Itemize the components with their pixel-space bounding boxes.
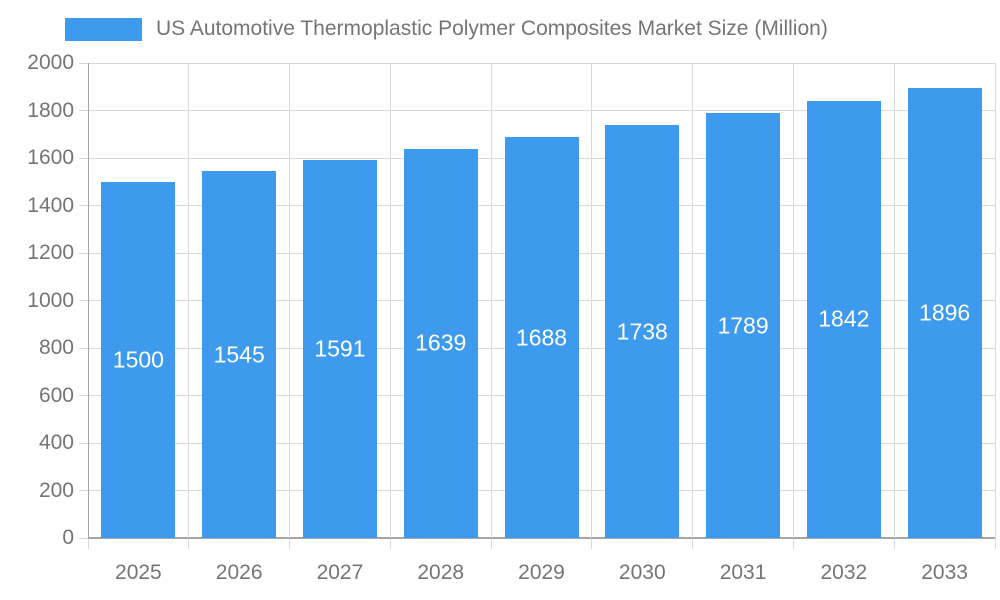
y-axis-label: 1200 (27, 241, 74, 264)
gridline-vertical (289, 63, 291, 538)
x-axis-label: 2028 (417, 561, 465, 584)
x-axis-label: 2026 (215, 561, 263, 584)
bar-value-label: 1896 (919, 299, 971, 326)
bar-2025[interactable]: 1500 (101, 181, 176, 538)
gridline-horizontal (88, 62, 995, 64)
y-axis-label: 1600 (27, 146, 74, 169)
bar-value-label: 1591 (314, 335, 366, 362)
x-axis-tick (994, 538, 996, 549)
bar-2030[interactable]: 1738 (605, 125, 680, 538)
y-axis-label: 800 (38, 336, 74, 359)
y-axis-tick (79, 300, 88, 301)
y-axis-label: 1800 (27, 98, 74, 122)
gridline-vertical (692, 63, 694, 538)
x-axis-tick (289, 538, 291, 549)
bar-2033[interactable]: 1896 (907, 87, 982, 538)
y-axis-tick (79, 157, 88, 159)
y-axis-tick (79, 110, 88, 111)
y-axis-tick (79, 62, 88, 64)
y-axis-label: 200 (38, 478, 74, 502)
gridline-vertical (389, 63, 391, 538)
gridline-vertical (792, 63, 794, 538)
bar-value-label: 1789 (717, 312, 769, 339)
y-axis-tick (79, 205, 88, 206)
x-axis-label: 2032 (820, 561, 868, 584)
y-axis-label: 2000 (27, 51, 74, 74)
bar-2031[interactable]: 1789 (706, 113, 781, 538)
x-axis-tick (893, 538, 895, 549)
plot-area: 0 200 400 600 800 1000 1200 1400 1600 1800 2000 150… (27, 51, 996, 584)
x-axis-line (88, 537, 995, 539)
bar-2026[interactable]: 1545 (202, 171, 277, 538)
x-axis-label: 2030 (618, 561, 666, 584)
x-axis-tick (188, 538, 190, 549)
x-axis-label: 2031 (719, 561, 767, 584)
y-axis-label: 600 (38, 383, 74, 407)
bar-2032[interactable]: 1842 (806, 100, 881, 538)
legend-label: US Automotive Thermoplastic Polymer Comp… (156, 17, 828, 40)
bar-2029[interactable]: 1688 (504, 137, 579, 538)
x-axis-tick (792, 538, 794, 549)
bar-value-label: 1688 (515, 324, 568, 351)
y-axis-tick (79, 442, 88, 444)
y-axis-label: 0 (62, 526, 74, 549)
x-axis-tick (591, 538, 593, 549)
y-axis-tick (79, 395, 88, 396)
gridline-vertical (188, 63, 190, 538)
gridline-vertical (591, 63, 593, 538)
bar-2028[interactable]: 1639 (403, 148, 478, 538)
y-axis-line (87, 63, 89, 538)
bar-2027[interactable]: 1591 (302, 160, 377, 538)
y-axis-label: 1400 (27, 193, 74, 217)
bar-value-label: 1738 (616, 318, 668, 345)
gridline-vertical (994, 63, 996, 538)
x-axis-label: 2033 (921, 561, 968, 584)
x-axis-tick (490, 538, 492, 549)
y-axis-label: 1000 (27, 288, 74, 312)
y-axis-tick (79, 537, 88, 539)
gridline-horizontal (88, 110, 995, 111)
x-axis-label: 2025 (115, 561, 162, 584)
x-axis-tick (389, 538, 391, 549)
x-axis-tick (692, 538, 694, 549)
chart-legend[interactable]: US Automotive Thermoplastic Polymer Comp… (65, 17, 828, 41)
x-axis-label: 2027 (316, 561, 364, 584)
gridline-vertical (490, 63, 492, 538)
bar-value-label: 1842 (818, 305, 870, 332)
x-axis-label: 2029 (518, 561, 565, 584)
y-axis-tick (79, 347, 88, 349)
bar-value-label: 1500 (112, 346, 164, 373)
y-axis-label: 400 (38, 431, 74, 454)
y-axis-tick (79, 252, 88, 254)
gridline-vertical (893, 63, 895, 538)
bar-value-label: 1639 (415, 329, 467, 356)
bar-value-label: 1545 (213, 341, 265, 368)
legend-swatch-icon (65, 17, 142, 41)
x-axis-tick (87, 538, 89, 549)
y-axis-tick (79, 490, 88, 491)
